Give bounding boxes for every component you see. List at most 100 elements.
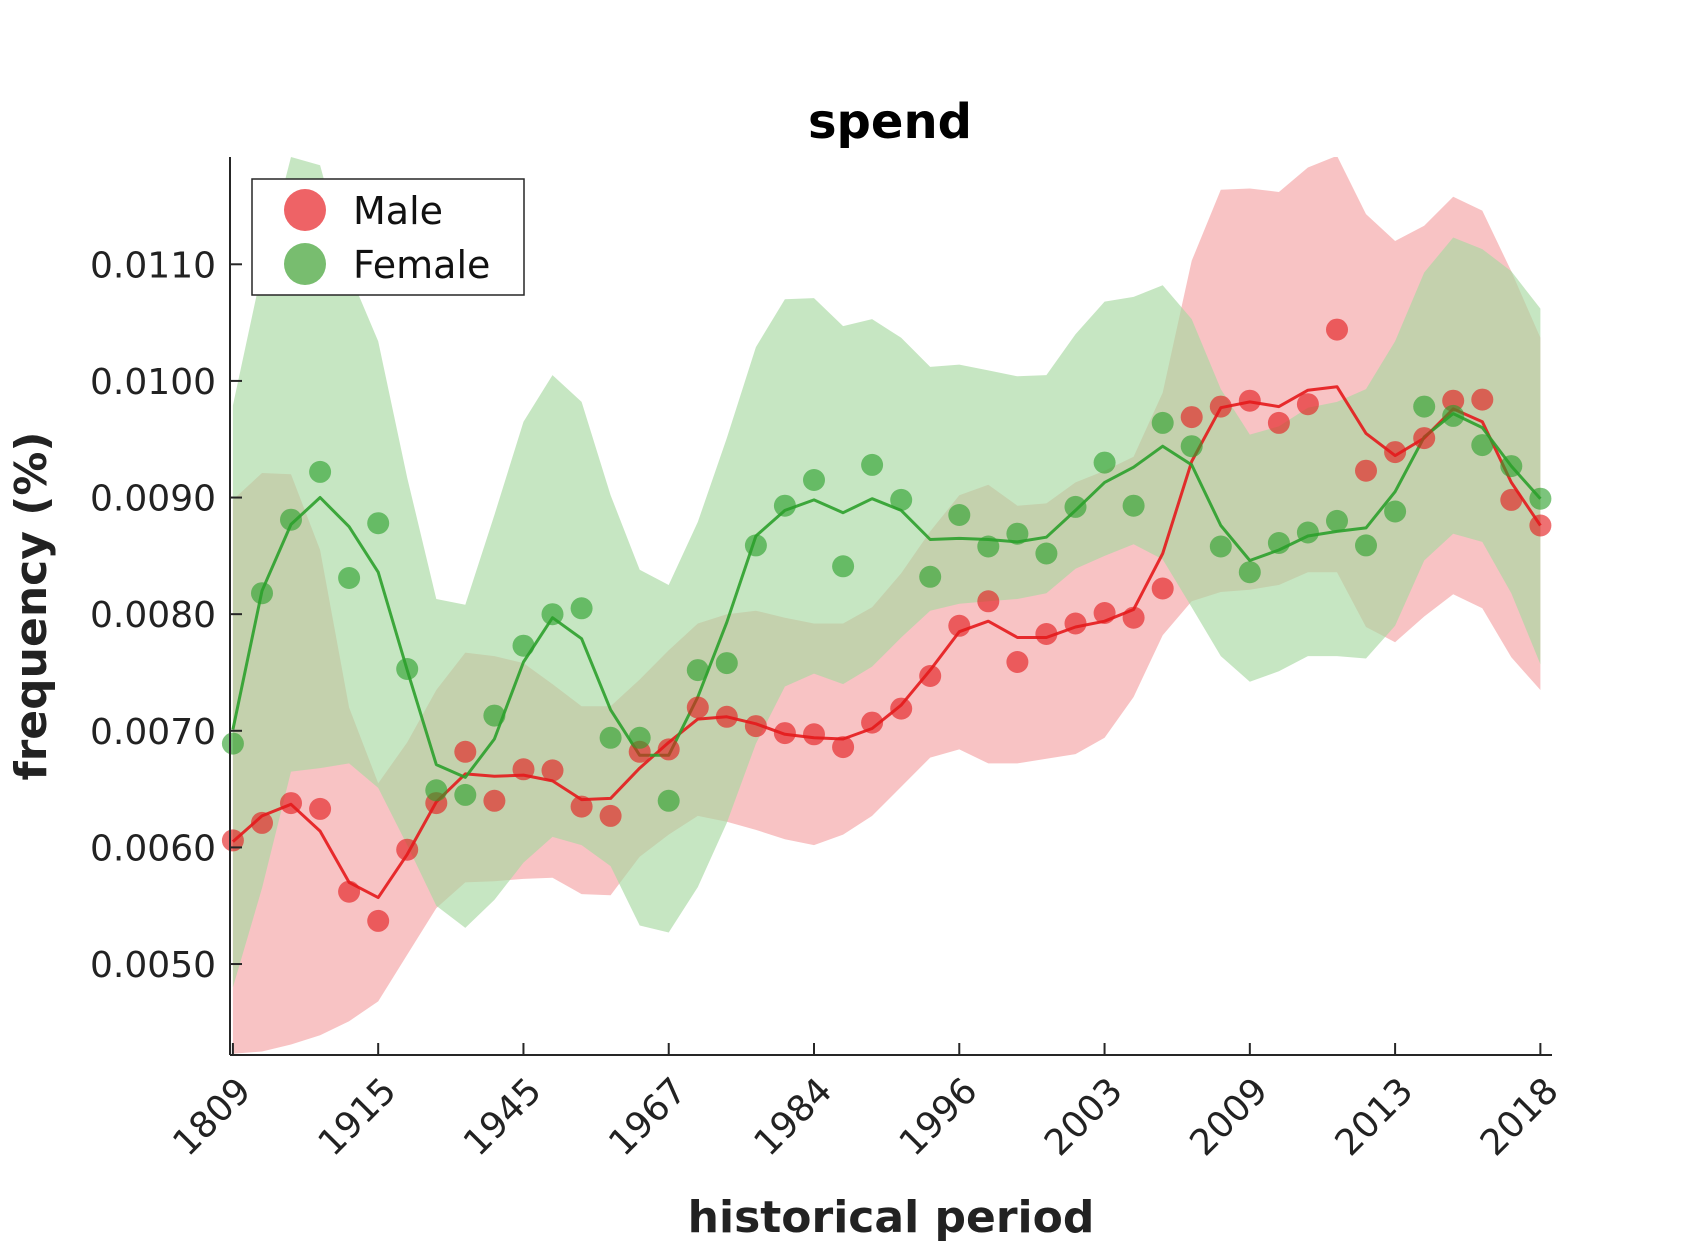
data-point-male: [1093, 602, 1116, 624]
data-point-female: [1035, 542, 1058, 565]
data-point-female: [1442, 404, 1465, 427]
data-point-male: [715, 705, 738, 728]
confidence-band-female: [232, 157, 1541, 988]
legend-label-female: Female: [353, 243, 490, 287]
data-point-male: [1355, 459, 1377, 482]
data-point-male: [1384, 441, 1407, 464]
data-point-male: [1296, 393, 1319, 416]
data-point-female: [832, 555, 855, 578]
data-point-male: [832, 736, 855, 759]
data-point-male: [686, 696, 709, 719]
data-point-female: [628, 726, 651, 749]
data-point-female: [1471, 434, 1494, 457]
plot-clip-group: [231, 157, 1542, 1054]
data-point-male: [483, 789, 506, 812]
data-point-female: [948, 504, 971, 526]
data-point-male: [221, 829, 244, 852]
data-point-male: [1267, 411, 1290, 434]
data-point-female: [454, 783, 477, 806]
data-point-female: [686, 659, 709, 682]
data-point-female: [1529, 487, 1552, 510]
points-male: [221, 318, 1552, 932]
data-point-male: [570, 795, 593, 818]
chart-title: spend: [808, 94, 972, 150]
data-point-female: [309, 460, 332, 483]
data-point-male: [1035, 623, 1058, 645]
data-point-male: [309, 797, 332, 820]
x-axis-title: historical period: [688, 1192, 1095, 1243]
data-point-male: [948, 614, 971, 637]
y-axis-title: frequency (%): [6, 431, 57, 780]
data-point-female: [744, 534, 767, 557]
data-point-female: [483, 704, 506, 727]
data-point-male: [803, 723, 825, 746]
data-point-female: [1064, 495, 1087, 518]
data-point-male: [599, 804, 622, 827]
data-point-male: [1529, 514, 1552, 537]
data-point-male: [541, 759, 564, 782]
data-point-female: [715, 652, 738, 675]
data-point-male: [338, 880, 361, 903]
data-point-male: [1471, 388, 1494, 411]
y-tick-label: 0.0080: [90, 595, 216, 636]
data-point-male: [1006, 651, 1029, 673]
trend-line-female: [231, 412, 1542, 779]
data-point-male: [251, 811, 273, 834]
data-point-female: [1209, 535, 1232, 558]
data-point-female: [221, 732, 244, 755]
y-tick-label: 0.0100: [90, 362, 216, 403]
data-point-female: [1296, 521, 1319, 544]
y-tick-label: 0.0050: [90, 945, 216, 986]
data-point-male: [1413, 427, 1436, 450]
data-point-male: [657, 738, 680, 761]
data-point-female: [338, 567, 361, 589]
legend-label-male: Male: [353, 189, 443, 233]
data-point-female: [280, 508, 302, 531]
data-point-male: [1151, 577, 1174, 600]
legend-marker-female: [284, 243, 326, 285]
data-point-female: [396, 658, 419, 680]
data-point-male: [1064, 612, 1087, 635]
data-point-male: [1238, 389, 1261, 412]
data-point-female: [890, 488, 913, 511]
trend-line-male: [231, 385, 1542, 900]
data-point-female: [919, 565, 942, 588]
data-point-female: [1500, 455, 1523, 478]
data-point-male: [1442, 389, 1465, 412]
data-point-female: [1413, 395, 1436, 418]
data-point-female: [1326, 509, 1348, 532]
data-point-female: [251, 582, 273, 605]
data-point-female: [1384, 500, 1407, 523]
y-tick-label: 0.0060: [90, 828, 216, 869]
data-point-male: [977, 590, 1000, 613]
data-point-male: [1122, 606, 1145, 629]
data-point-female: [367, 512, 390, 535]
data-point-male: [512, 758, 535, 781]
data-point-male: [454, 740, 477, 763]
data-point-female: [1093, 451, 1116, 474]
data-point-female: [1006, 522, 1029, 545]
legend-marker-male: [284, 189, 326, 231]
y-tick-label: 0.0090: [90, 479, 216, 520]
data-point-female: [1122, 494, 1145, 517]
data-point-male: [773, 722, 796, 745]
plot-area: [221, 157, 1552, 1054]
data-point-female: [1238, 561, 1261, 584]
data-point-female: [977, 535, 1000, 558]
data-point-female: [803, 469, 825, 491]
data-point-female: [599, 726, 622, 749]
data-point-female: [773, 494, 796, 517]
axes: [229, 157, 1552, 1056]
data-point-male: [744, 715, 767, 738]
data-point-female: [1151, 411, 1174, 434]
data-point-male: [280, 792, 302, 815]
data-point-female: [512, 634, 535, 657]
data-point-male: [1209, 395, 1232, 418]
data-point-male: [861, 711, 884, 734]
legend: Male Female: [251, 178, 525, 296]
data-point-female: [657, 789, 680, 812]
data-point-female: [861, 453, 884, 476]
data-point-male: [919, 665, 942, 687]
data-point-male: [367, 909, 390, 932]
